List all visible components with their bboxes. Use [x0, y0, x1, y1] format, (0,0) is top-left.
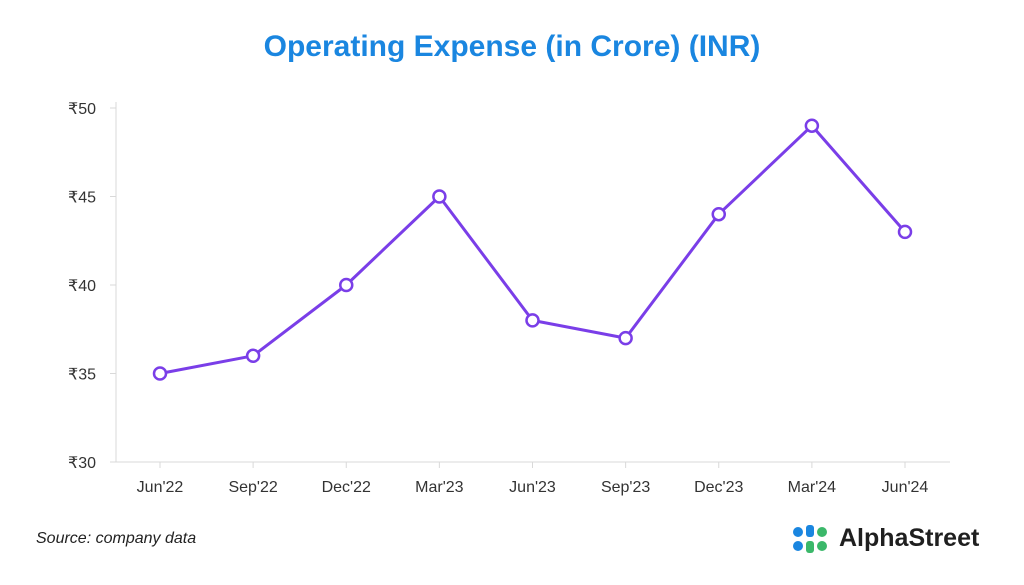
- x-tick-label: Jun'22: [137, 479, 184, 496]
- chart-title: Operating Expense (in Crore) (INR): [263, 30, 761, 63]
- data-point: [525, 313, 540, 328]
- y-tick-label: ₹30: [68, 455, 96, 472]
- alphastreet-logo-icon: [793, 524, 827, 553]
- x-tick-label: Dec'22: [322, 479, 371, 496]
- data-point: [432, 189, 447, 204]
- data-point: [897, 224, 913, 240]
- y-tick-label: ₹50: [68, 101, 96, 118]
- y-tick-label: ₹40: [68, 278, 96, 295]
- y-tick-label: ₹35: [68, 367, 96, 384]
- brand-logo: AlphaStreet: [793, 524, 979, 553]
- y-axis-ticks: ₹30 ₹35 ₹40 ₹45 ₹50: [68, 101, 116, 472]
- data-point: [245, 348, 261, 364]
- data-point: [339, 277, 354, 293]
- x-axis-ticks: Jun'22 Sep'22 Dec'22 Mar'23 Jun'23 Sep'23 Dec'…: [137, 462, 929, 496]
- chart-axes: [115, 102, 950, 463]
- brand-name: AlphaStreet: [839, 524, 980, 552]
- x-tick-label: Mar'23: [415, 479, 464, 496]
- x-tick-label: Jun'23: [509, 479, 556, 496]
- data-point: [618, 330, 633, 346]
- x-tick-label: Mar'24: [788, 479, 837, 496]
- series-points: [152, 118, 913, 381]
- data-point: [152, 366, 168, 381]
- y-tick-label: ₹45: [68, 190, 96, 207]
- source-note: Source: company data: [36, 530, 197, 547]
- x-tick-label: Dec'23: [694, 479, 743, 496]
- x-tick-label: Jun'24: [882, 479, 929, 496]
- x-tick-label: Sep'23: [601, 479, 650, 496]
- series-line: [159, 124, 907, 375]
- data-point: [804, 118, 820, 133]
- data-point: [711, 206, 726, 222]
- x-tick-label: Sep'22: [228, 479, 277, 496]
